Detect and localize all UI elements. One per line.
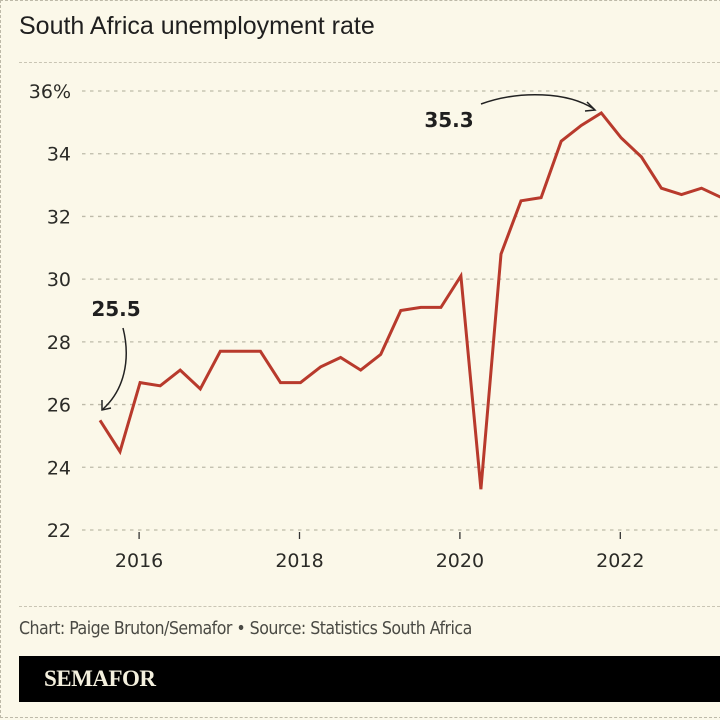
arrowhead-icon xyxy=(101,400,112,411)
y-tick-label: 36% xyxy=(29,81,71,103)
y-tick-label: 34 xyxy=(47,144,71,166)
y-tick-label: 24 xyxy=(47,457,71,479)
x-tick-label: 2020 xyxy=(436,550,484,572)
line-chart: 22 24 26 28 30 32 34 36% 2016 2018 2020 2022 25.5 3… xyxy=(29,81,720,572)
y-tick-label: 28 xyxy=(47,332,71,354)
annotation-arrow xyxy=(102,327,127,410)
title-separator xyxy=(19,62,720,63)
chart-title: South Africa unemployment rate xyxy=(19,12,375,40)
x-tick-label: 2022 xyxy=(596,550,644,572)
semafor-logo: SEMAFOR xyxy=(44,666,156,691)
y-tick-label: 26 xyxy=(47,395,71,417)
y-tick-label: 22 xyxy=(47,520,71,542)
annotation-arrow xyxy=(480,93,595,110)
chart-credit: Chart: Paige Bruton/Semafor • Source: St… xyxy=(19,618,472,639)
arrowhead-icon xyxy=(584,101,597,112)
y-tick-label: 32 xyxy=(47,206,71,228)
annotation-label: 25.5 xyxy=(91,297,140,321)
x-tick-label: 2018 xyxy=(275,550,323,572)
gridlines xyxy=(82,90,720,531)
x-axis-labels: 2016 2018 2020 2022 xyxy=(115,532,644,572)
y-axis-labels: 22 24 26 28 30 32 34 36% xyxy=(29,81,71,542)
series-line xyxy=(98,111,720,490)
annotation-label: 35.3 xyxy=(424,108,473,132)
annotations: 25.5 35.3 xyxy=(91,93,597,411)
footer-separator xyxy=(19,606,720,607)
y-tick-label: 30 xyxy=(47,269,71,291)
brand-bar: SEMAFOR xyxy=(19,656,720,702)
x-tick-label: 2016 xyxy=(115,550,163,572)
series-layer xyxy=(98,111,720,490)
